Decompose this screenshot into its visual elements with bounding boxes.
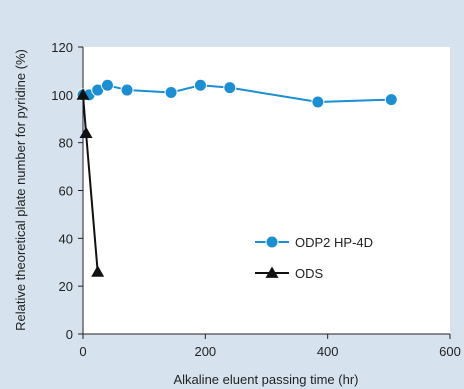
y-tick-label: 80 <box>59 136 73 151</box>
y-tick-label: 100 <box>51 88 73 103</box>
y-tick-label: 40 <box>59 231 73 246</box>
data-point <box>164 85 178 99</box>
series-2 <box>76 88 105 277</box>
legend-label: ODS <box>295 266 324 281</box>
data-point <box>100 78 114 92</box>
y-tick-label: 60 <box>59 184 73 199</box>
y-tick-label: 20 <box>59 279 73 294</box>
ticks: 0 20 40 60 80 100 120 0 200 400 600 <box>51 40 461 359</box>
data-point <box>223 81 237 95</box>
legend-marker <box>265 266 279 278</box>
x-tick-label: 0 <box>79 344 86 359</box>
data-point <box>193 78 207 92</box>
y-axis-title: Relative theoretical plate number for py… <box>13 49 28 331</box>
data-point <box>311 95 325 109</box>
y-tick-label: 0 <box>66 327 73 342</box>
series-1 <box>76 78 398 109</box>
data-point <box>76 88 90 100</box>
x-tick-label: 200 <box>194 344 216 359</box>
legend-marker <box>265 235 279 249</box>
data-point <box>91 265 105 277</box>
x-tick-label: 400 <box>317 344 339 359</box>
legend-label: ODP2 HP-4D <box>295 235 373 250</box>
series-layer <box>76 78 398 277</box>
data-point <box>120 83 134 97</box>
x-tick-label: 600 <box>439 344 461 359</box>
y-tick-label: 120 <box>51 40 73 55</box>
data-point <box>79 126 93 138</box>
legend: ODP2 HP-4D ODS <box>255 235 373 281</box>
x-axis-title: Alkaline eluent passing time (hr) <box>174 372 359 387</box>
data-point <box>384 93 398 107</box>
